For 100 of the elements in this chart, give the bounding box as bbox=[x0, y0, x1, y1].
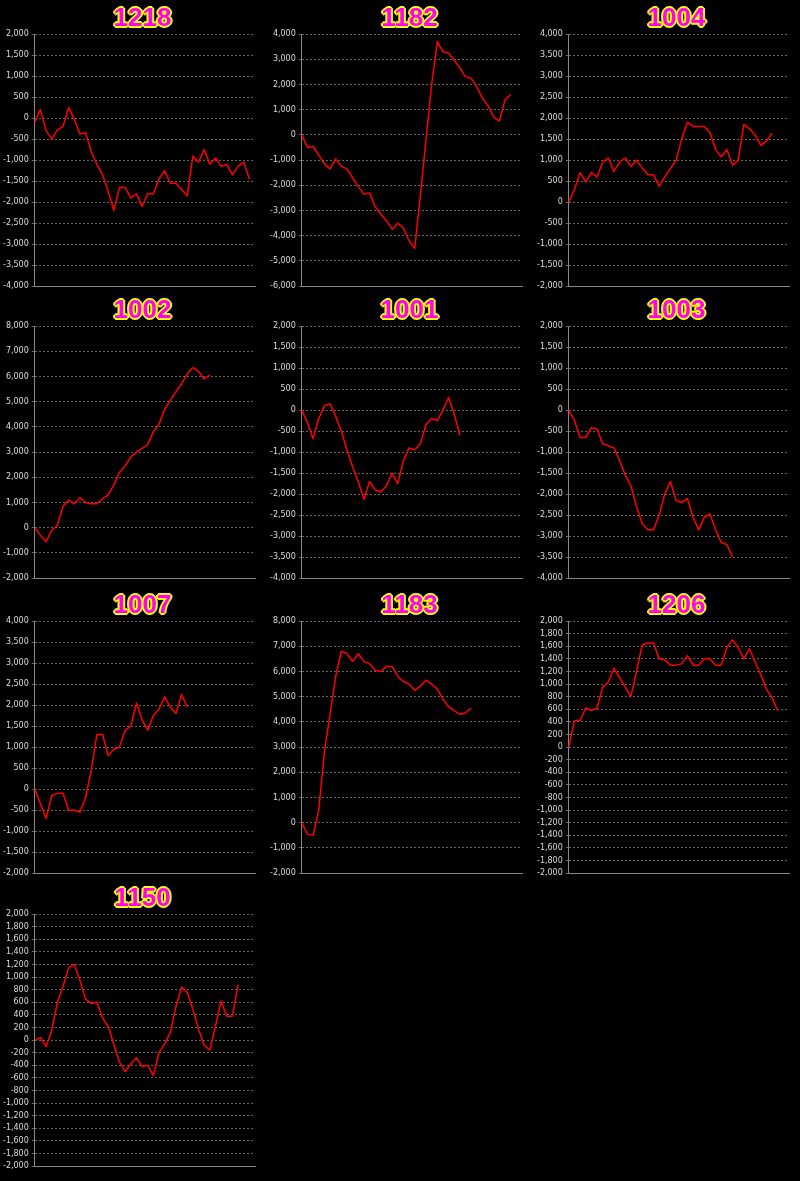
y-tick-label: -500 bbox=[544, 218, 563, 228]
y-tick-label: -1,600 bbox=[2, 1136, 29, 1146]
y-tick-label: 500 bbox=[13, 92, 29, 102]
y-tick-label: -1,000 bbox=[269, 155, 296, 165]
y-tick-label: -4,000 bbox=[536, 573, 563, 583]
y-tick-label: 0 bbox=[23, 113, 29, 123]
y-tick-label: 200 bbox=[13, 1022, 29, 1032]
y-tick-label: 1,200 bbox=[539, 666, 563, 676]
y-tick-label: 1,000 bbox=[539, 679, 563, 689]
y-tick-label: -1,400 bbox=[2, 1123, 29, 1133]
y-tick-label: 1,500 bbox=[539, 134, 563, 144]
y-tick-label: 3,000 bbox=[272, 54, 296, 64]
y-tick-label: -2,000 bbox=[2, 868, 29, 878]
y-tick-label: 1,500 bbox=[539, 342, 563, 352]
y-tick-label: -3,500 bbox=[536, 552, 563, 562]
y-tick-label: 2,000 bbox=[539, 113, 563, 123]
y-tick-label: 7,000 bbox=[5, 346, 29, 356]
y-tick-label: -6,000 bbox=[269, 281, 296, 291]
y-tick-label: -3,000 bbox=[536, 531, 563, 541]
y-tick-label: 6,000 bbox=[272, 666, 296, 676]
y-tick-label: -4,000 bbox=[269, 230, 296, 240]
y-tick-label: 0 bbox=[290, 129, 296, 139]
y-tick-label: -1,400 bbox=[536, 830, 563, 840]
y-tick-label: 500 bbox=[13, 763, 29, 773]
y-tick-label: 3,500 bbox=[5, 637, 29, 647]
y-tick-label: 5,000 bbox=[272, 691, 296, 701]
y-tick-label: 2,000 bbox=[272, 767, 296, 777]
y-tick-label: -1,500 bbox=[536, 468, 563, 478]
y-tick-label: -1,200 bbox=[2, 1110, 29, 1120]
y-tick-label: -2,000 bbox=[536, 868, 563, 878]
y-tick-label: 2,000 bbox=[5, 700, 29, 710]
y-tick-label: 1,800 bbox=[5, 921, 29, 931]
y-tick-label: 1,500 bbox=[5, 721, 29, 731]
chart-title: 1150 bbox=[113, 882, 172, 912]
y-tick-label: -500 bbox=[544, 426, 563, 436]
y-tick-label: 4,000 bbox=[272, 29, 296, 39]
y-tick-label: 1,000 bbox=[5, 71, 29, 81]
y-tick-label: -3,500 bbox=[269, 552, 296, 562]
chart-title: 1218 bbox=[112, 2, 173, 32]
y-tick-label: -1,500 bbox=[536, 260, 563, 270]
y-tick-label: -500 bbox=[10, 134, 29, 144]
y-tick-label: -1,000 bbox=[2, 826, 29, 836]
y-tick-label: -1,200 bbox=[536, 817, 563, 827]
y-tick-label: 2,000 bbox=[5, 29, 29, 39]
y-tick-label: -400 bbox=[10, 1060, 29, 1070]
y-tick-label: 0 bbox=[557, 405, 563, 415]
y-tick-label: 1,800 bbox=[539, 628, 563, 638]
y-tick-label: 500 bbox=[547, 176, 563, 186]
y-tick-label: 0 bbox=[557, 197, 563, 207]
y-tick-label: 600 bbox=[547, 704, 563, 714]
y-tick-label: -2,500 bbox=[2, 218, 29, 228]
y-tick-label: 3,000 bbox=[5, 658, 29, 668]
chart-title: 1003 bbox=[646, 294, 707, 324]
y-tick-label: -3,000 bbox=[269, 531, 296, 541]
y-tick-label: 400 bbox=[13, 1009, 29, 1019]
y-tick-label: 1,000 bbox=[5, 742, 29, 752]
y-tick-label: 6,000 bbox=[5, 371, 29, 381]
y-tick-label: 2,000 bbox=[539, 616, 563, 626]
y-tick-label: 0 bbox=[23, 784, 29, 794]
y-tick-label: 800 bbox=[13, 984, 29, 994]
y-tick-label: -1,800 bbox=[2, 1148, 29, 1158]
y-tick-label: -600 bbox=[10, 1073, 29, 1083]
y-tick-label: -1,000 bbox=[2, 1098, 29, 1108]
y-tick-label: -1,800 bbox=[536, 855, 563, 865]
y-tick-label: -600 bbox=[544, 780, 563, 790]
y-tick-label: 3,500 bbox=[539, 50, 563, 60]
y-tick-label: 1,400 bbox=[539, 653, 563, 663]
y-tick-label: 1,000 bbox=[272, 104, 296, 114]
y-tick-label: 1,500 bbox=[272, 342, 296, 352]
y-tick-label: 4,000 bbox=[539, 29, 563, 39]
chart-title: 1004 bbox=[646, 2, 707, 32]
y-tick-label: 4,000 bbox=[5, 421, 29, 431]
y-tick-label: -2,000 bbox=[269, 180, 296, 190]
y-tick-label: -1,000 bbox=[2, 548, 29, 558]
y-tick-label: 1,000 bbox=[272, 792, 296, 802]
y-tick-label: -2,000 bbox=[2, 1161, 29, 1171]
y-tick-label: 2,000 bbox=[539, 321, 563, 331]
y-tick-label: -2,000 bbox=[2, 573, 29, 583]
y-tick-label: 2,500 bbox=[539, 92, 563, 102]
y-tick-label: -1,500 bbox=[269, 468, 296, 478]
y-tick-label: 4,000 bbox=[5, 616, 29, 626]
y-tick-label: -500 bbox=[277, 426, 296, 436]
y-tick-label: 1,000 bbox=[539, 155, 563, 165]
y-tick-label: 3,000 bbox=[5, 447, 29, 457]
y-tick-label: 4,000 bbox=[272, 716, 296, 726]
y-tick-label: -2,500 bbox=[269, 510, 296, 520]
y-tick-label: -1,000 bbox=[536, 239, 563, 249]
y-tick-label: -2,000 bbox=[536, 489, 563, 499]
y-tick-label: -1,000 bbox=[269, 447, 296, 457]
y-tick-label: 1,600 bbox=[539, 641, 563, 651]
y-tick-label: 1,000 bbox=[272, 363, 296, 373]
y-tick-label: 2,000 bbox=[5, 909, 29, 919]
y-tick-label: 1,200 bbox=[5, 959, 29, 969]
y-tick-label: 2,000 bbox=[272, 79, 296, 89]
y-tick-label: 200 bbox=[547, 729, 563, 739]
y-tick-label: 0 bbox=[290, 405, 296, 415]
y-tick-label: 8,000 bbox=[5, 321, 29, 331]
y-tick-label: 2,500 bbox=[5, 679, 29, 689]
y-tick-label: -500 bbox=[10, 805, 29, 815]
y-tick-label: -5,000 bbox=[269, 256, 296, 266]
